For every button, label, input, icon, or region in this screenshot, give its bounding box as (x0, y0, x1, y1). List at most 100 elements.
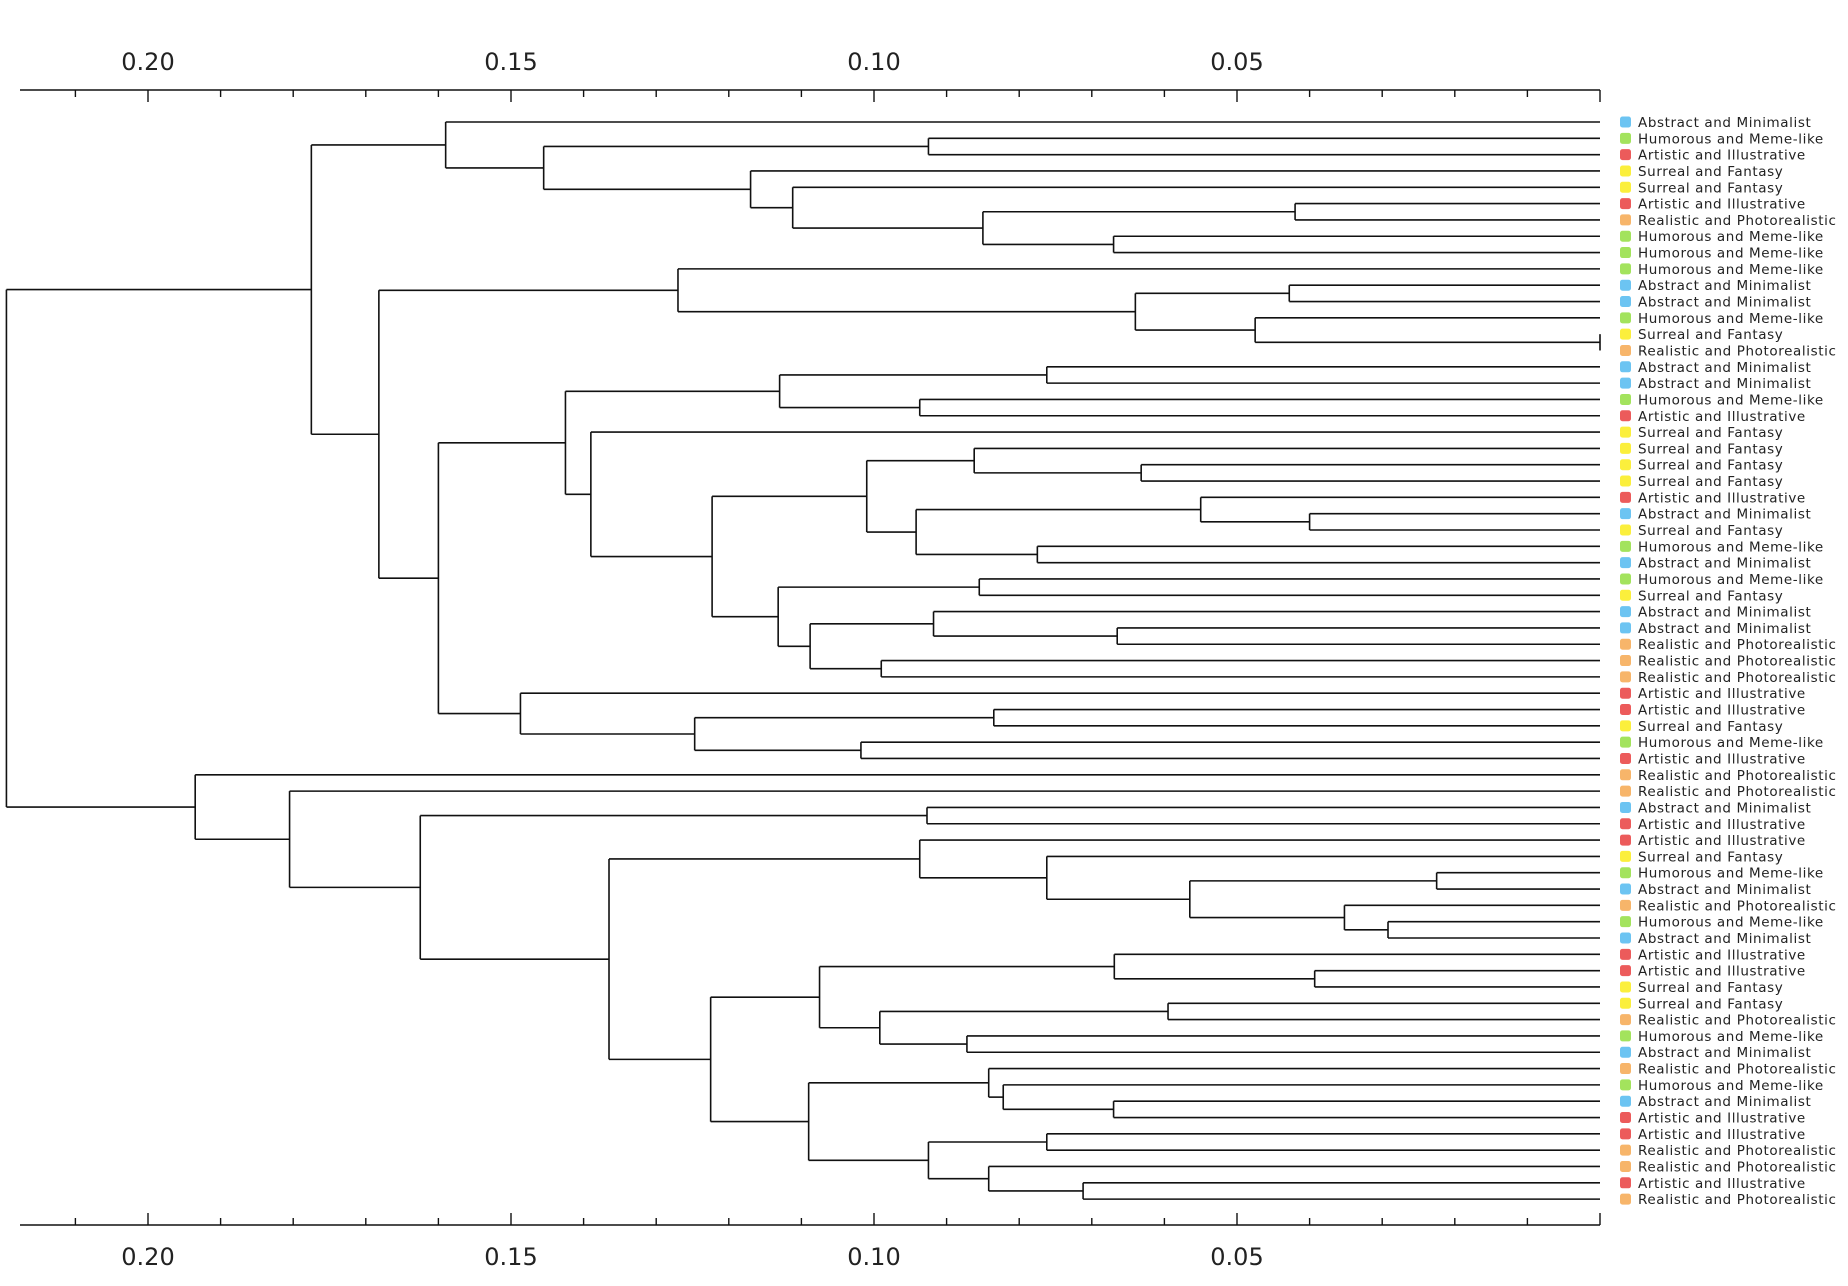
leaf-label: Surreal and Fantasy (1638, 458, 1783, 474)
leaf-label: Abstract and Minimalist (1638, 800, 1811, 816)
legend-swatch (1620, 981, 1631, 993)
legend-swatch (1620, 1144, 1631, 1156)
leaf-item: Artistic and Illustrative (1620, 148, 1806, 164)
leaf-label: Humorous and Meme-like (1638, 229, 1824, 245)
leaf-item: Realistic and Photorealistic (1620, 654, 1836, 670)
leaf-item: Realistic and Photorealistic (1620, 1013, 1836, 1029)
leaf-item: Surreal and Fantasy (1620, 164, 1783, 180)
leaf-label: Realistic and Photorealistic (1638, 1013, 1836, 1029)
leaf-label: Surreal and Fantasy (1638, 425, 1783, 441)
legend-swatch (1620, 442, 1631, 454)
leaf-item: Abstract and Minimalist (1620, 1045, 1811, 1061)
leaf-label: Surreal and Fantasy (1638, 441, 1783, 457)
legend-swatch (1620, 181, 1631, 193)
legend-swatch (1620, 491, 1631, 503)
leaf-item: Abstract and Minimalist (1620, 376, 1811, 392)
leaf-item: Abstract and Minimalist (1620, 621, 1811, 637)
legend-swatch (1620, 377, 1631, 389)
leaf-item: Surreal and Fantasy (1620, 180, 1783, 196)
dendrogram-links (5, 121, 1601, 1200)
legend-swatch (1620, 475, 1631, 487)
leaf-item: Realistic and Photorealistic (1620, 1192, 1836, 1208)
leaf-item: Abstract and Minimalist (1620, 882, 1811, 898)
bottom-tick-label: 0.10 (847, 1243, 900, 1271)
leaf-item: Humorous and Meme-like (1620, 311, 1824, 327)
leaf-label: Humorous and Meme-like (1638, 539, 1824, 555)
leaf-label: Realistic and Photorealistic (1638, 898, 1836, 914)
leaf-item: Abstract and Minimalist (1620, 115, 1811, 131)
legend-swatch (1620, 361, 1631, 373)
leaf-label: Realistic and Photorealistic (1638, 1143, 1836, 1159)
leaf-label: Humorous and Meme-like (1638, 735, 1824, 751)
leaf-label: Humorous and Meme-like (1638, 311, 1824, 327)
legend-swatch (1620, 687, 1631, 699)
leaf-label: Abstract and Minimalist (1638, 278, 1811, 294)
leaf-label: Abstract and Minimalist (1638, 605, 1811, 621)
leaf-item: Artistic and Illustrative (1620, 964, 1806, 980)
leaf-item: Abstract and Minimalist (1620, 360, 1811, 376)
legend-swatch (1620, 165, 1631, 177)
top-tick-label: 0.20 (121, 48, 174, 76)
leaf-label: Artistic and Illustrative (1638, 1176, 1806, 1192)
leaf-label: Artistic and Illustrative (1638, 1111, 1806, 1127)
leaf-label: Artistic and Illustrative (1638, 964, 1806, 980)
legend-swatch (1620, 132, 1631, 144)
legend-swatch (1620, 997, 1631, 1009)
legend-swatch (1620, 752, 1631, 764)
leaf-label: Realistic and Photorealistic (1638, 768, 1836, 784)
leaf-label: Realistic and Photorealistic (1638, 637, 1836, 653)
legend-swatch (1620, 1014, 1631, 1026)
leaf-label: Realistic and Photorealistic (1638, 784, 1836, 800)
leaf-label: Humorous and Meme-like (1638, 392, 1824, 408)
leaf-item: Artistic and Illustrative (1620, 947, 1805, 963)
leaf-item: Humorous and Meme-like (1620, 735, 1824, 751)
leaf-item: Surreal and Fantasy (1620, 458, 1783, 474)
leaf-item: Surreal and Fantasy (1620, 441, 1783, 457)
leaf-item: Surreal and Fantasy (1620, 719, 1783, 735)
leaf-item: Realistic and Photorealistic (1620, 898, 1836, 914)
leaf-item: Abstract and Minimalist (1620, 605, 1811, 621)
legend-swatch (1620, 508, 1631, 520)
legend-swatch (1620, 899, 1631, 911)
leaf-item: Realistic and Photorealistic (1620, 637, 1836, 653)
legend-swatch (1620, 818, 1631, 830)
leaf-item: Abstract and Minimalist (1620, 556, 1811, 572)
leaf-item: Humorous and Meme-like (1620, 131, 1824, 147)
top-tick-label: 0.15 (484, 48, 537, 76)
leaf-label: Surreal and Fantasy (1638, 523, 1783, 539)
leaf-label: Surreal and Fantasy (1638, 164, 1783, 180)
leaf-item: Artistic and Illustrative (1620, 1111, 1806, 1127)
leaf-item: Humorous and Meme-like (1620, 262, 1823, 278)
leaf-item: Abstract and Minimalist (1620, 278, 1811, 294)
legend-swatch (1620, 785, 1631, 797)
leaf-item: Humorous and Meme-like (1620, 246, 1823, 262)
legend-swatch (1620, 1079, 1631, 1091)
legend-swatch (1620, 214, 1631, 226)
top-tick-label: 0.05 (1210, 48, 1263, 76)
leaf-label: Surreal and Fantasy (1638, 327, 1783, 343)
leaf-item: Artistic and Illustrative (1620, 1127, 1805, 1143)
legend-swatch (1620, 279, 1631, 291)
legend-swatch (1620, 1112, 1631, 1124)
legend-swatch (1620, 1128, 1631, 1140)
leaf-item: Humorous and Meme-like (1620, 539, 1824, 555)
legend-swatch (1620, 263, 1631, 275)
legend-swatch (1620, 720, 1631, 732)
leaf-label: Surreal and Fantasy (1638, 980, 1783, 996)
legend-swatch (1620, 1095, 1631, 1107)
leaf-item: Realistic and Photorealistic (1620, 1143, 1836, 1159)
leaf-item: Artistic and Illustrative (1620, 703, 1805, 719)
leaf-label: Humorous and Meme-like (1638, 131, 1824, 147)
legend-swatch (1620, 198, 1631, 210)
leaf-label: Humorous and Meme-like (1638, 866, 1824, 882)
leaf-label: Realistic and Photorealistic (1638, 213, 1836, 229)
leaf-label: Realistic and Photorealistic (1638, 343, 1836, 359)
leaf-item: Humorous and Meme-like (1620, 1029, 1823, 1045)
legend-swatch (1620, 932, 1631, 944)
leaf-item: Surreal and Fantasy (1620, 588, 1783, 604)
leaf-label: Artistic and Illustrative (1638, 148, 1806, 164)
legend-swatch (1620, 1177, 1631, 1189)
leaf-label: Realistic and Photorealistic (1638, 670, 1836, 686)
leaf-item: Artistic and Illustrative (1620, 751, 1805, 767)
